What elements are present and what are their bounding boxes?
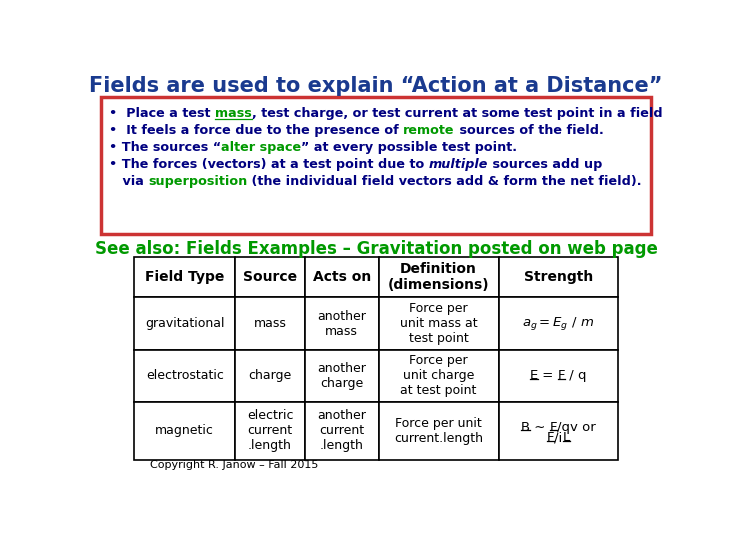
Bar	[235, 350, 305, 402]
Bar	[101, 97, 651, 234]
Bar	[498, 298, 618, 350]
Text: superposition: superposition	[148, 175, 247, 188]
Bar	[134, 257, 235, 298]
Text: another
mass: another mass	[317, 309, 366, 338]
Bar	[235, 257, 305, 298]
Text: via: via	[109, 175, 148, 188]
Text: ∼: ∼	[530, 421, 550, 434]
Text: sources of the field.: sources of the field.	[454, 124, 603, 137]
Text: $a_g = E_g\ /\ m$: $a_g = E_g\ /\ m$	[522, 315, 595, 332]
Bar	[305, 298, 379, 350]
Text: See also: Fields Examples – Gravitation posted on web page: See also: Fields Examples – Gravitation …	[95, 240, 658, 258]
Text: gravitational: gravitational	[145, 317, 225, 330]
Text: another
current
.length: another current .length	[317, 409, 366, 453]
Text: electrostatic: electrostatic	[146, 369, 224, 382]
Text: •  Place a test: • Place a test	[109, 107, 215, 120]
Bar	[235, 402, 305, 460]
Text: remote: remote	[403, 124, 454, 137]
Bar	[498, 257, 618, 298]
Text: sources add up: sources add up	[488, 158, 603, 171]
Bar	[305, 257, 379, 298]
Text: •  It feels a force due to the presence of: • It feels a force due to the presence o…	[109, 124, 403, 137]
Bar	[305, 350, 379, 402]
Text: charge: charge	[248, 369, 291, 382]
Text: Force per
unit mass at
test point: Force per unit mass at test point	[400, 302, 477, 345]
Text: Copyright R. Janow – Fall 2015: Copyright R. Janow – Fall 2015	[150, 460, 319, 470]
Text: Source: Source	[243, 271, 297, 285]
Bar	[379, 257, 498, 298]
Text: Fields are used to explain “Action at a Distance”: Fields are used to explain “Action at a …	[90, 76, 663, 96]
Text: F: F	[558, 369, 565, 382]
Text: L: L	[562, 431, 570, 444]
Text: / q: / q	[565, 369, 586, 382]
Bar	[498, 350, 618, 402]
Text: Acts on: Acts on	[313, 271, 371, 285]
Text: B: B	[521, 421, 530, 434]
Text: Force per
unit charge
at test point: Force per unit charge at test point	[400, 354, 477, 397]
Bar	[134, 298, 235, 350]
Text: another
charge: another charge	[317, 362, 366, 390]
Text: • The forces (vectors) at a test point due to: • The forces (vectors) at a test point d…	[109, 158, 429, 171]
Bar	[235, 298, 305, 350]
Text: magnetic: magnetic	[156, 424, 214, 437]
Bar	[498, 402, 618, 460]
Bar	[134, 402, 235, 460]
Text: ” at every possible test point.: ” at every possible test point.	[301, 141, 517, 154]
Text: F: F	[550, 421, 557, 434]
Bar	[379, 402, 498, 460]
Bar	[379, 298, 498, 350]
Text: (the individual field vectors add & form the net field).: (the individual field vectors add & form…	[247, 175, 642, 188]
Text: Force per unit
current.length: Force per unit current.length	[394, 417, 483, 445]
Text: /qv or: /qv or	[557, 421, 596, 434]
Text: Field Type: Field Type	[145, 271, 225, 285]
Text: F: F	[547, 431, 554, 444]
Bar	[379, 350, 498, 402]
Text: /i: /i	[554, 431, 562, 444]
Text: E: E	[530, 369, 538, 382]
Text: , test charge, or test current at some test point in a field: , test charge, or test current at some t…	[252, 107, 662, 120]
Bar	[305, 402, 379, 460]
Text: • The sources “: • The sources “	[109, 141, 221, 154]
Text: =: =	[538, 369, 558, 382]
Text: Definition
(dimensions): Definition (dimensions)	[388, 262, 490, 293]
Text: multiple: multiple	[429, 158, 488, 171]
Text: alter space: alter space	[221, 141, 301, 154]
Text: Strength: Strength	[523, 271, 593, 285]
Text: mass: mass	[215, 107, 252, 120]
Bar	[134, 350, 235, 402]
Text: electric
current
.length: electric current .length	[247, 409, 294, 453]
Text: mass: mass	[253, 317, 286, 330]
